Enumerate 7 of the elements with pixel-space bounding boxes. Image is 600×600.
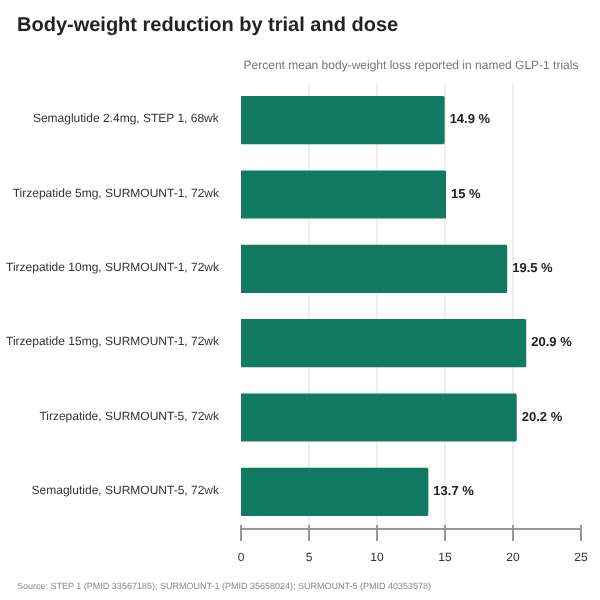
- bar: [241, 467, 429, 516]
- bar: [241, 170, 446, 219]
- bar: [241, 393, 517, 442]
- bar: [241, 319, 527, 368]
- bar: [241, 96, 445, 145]
- bar: [241, 244, 508, 293]
- chart-title: Body-weight reduction by trial and dose: [17, 15, 400, 37]
